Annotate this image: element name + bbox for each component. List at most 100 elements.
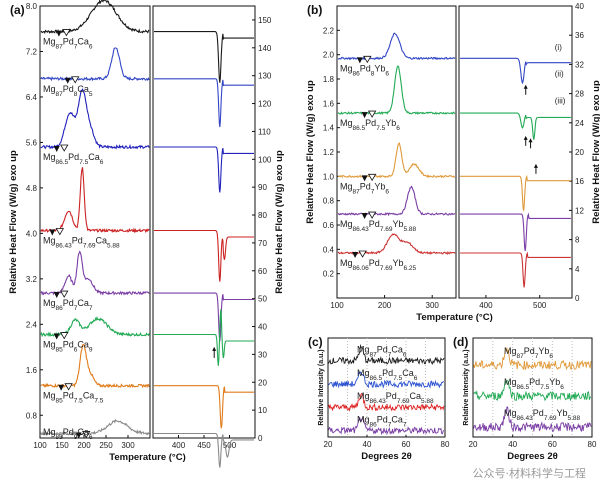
xrd-curve-Mg86Pd7Ca7 xyxy=(328,416,445,436)
tg-marker-icon xyxy=(58,384,65,391)
ytick-right-label: 100 xyxy=(258,155,272,164)
ytick-left-label: 4.0 xyxy=(26,229,38,238)
ytick-left-label: 2.2 xyxy=(323,26,335,35)
ytick-left-label: 1.8 xyxy=(323,75,335,84)
curve-right-Mg87Pd7Yb6 xyxy=(460,174,571,211)
ytick-right-label: 24 xyxy=(575,119,584,128)
panel-a-left-frame xyxy=(39,5,151,439)
tg-marker-icon xyxy=(356,57,363,64)
ytick-right-label: 110 xyxy=(258,127,271,136)
ytick-right-label: 0 xyxy=(258,434,263,443)
xtick-left-label: 300 xyxy=(426,301,440,310)
ytick-left-label: 8.0 xyxy=(26,2,38,11)
series-label-Mg86.43Pd7.69Ca5.88: Mg86.43Pd7.69Ca5.88 xyxy=(43,236,120,250)
xtick-left-label: 150 xyxy=(55,441,69,450)
tg-marker-icon xyxy=(55,30,62,37)
tx-marker-icon xyxy=(60,332,69,340)
ytick-right-label: 150 xyxy=(258,16,272,25)
y-axis-title-left-a: Relative Heat Flow (W/g) exo up xyxy=(8,150,19,294)
curve-right-Mg85Pd6Ca9 xyxy=(154,309,254,366)
panel-a: (a) 0.8 1.6 2.4 3.2 4.0 4.8 5.6 6.4 7.2 8.0 0 10 20 30… xyxy=(8,0,285,468)
tx-marker-icon xyxy=(62,29,71,37)
series-label-Mg86Pd8Yb6: Mg86Pd8Yb6 xyxy=(340,63,389,77)
ytick-left-label: 7.2 xyxy=(26,47,38,56)
xtick-label: 40 xyxy=(508,440,517,449)
xrd-label-Mg87Pd7Ca6: Mg87Pd7Ca6 xyxy=(357,345,407,359)
xtick-left-label: 200 xyxy=(77,441,91,450)
xrd-curve-Mg86.43Pd7.69Yb5.88 xyxy=(473,406,592,433)
curve-left-Mg86.43Pd7.69Ca5.88 xyxy=(40,167,150,234)
curve-left-Mg87Pd7Yb6 xyxy=(337,142,456,179)
ytick-left-label: 5.6 xyxy=(26,138,38,147)
xrd-label-Mg86.43Pd7.69Ca5.88: Mg86.43Pd7.69Ca5.88 xyxy=(357,391,434,405)
curve-right-Mg86.43Pd7.69Yb5.88 xyxy=(460,212,571,251)
curve-right-Mg87Pd8Ca5 xyxy=(154,78,254,128)
curve-left-Mg85Pd6Ca9 xyxy=(40,315,150,338)
ytick-left-label: 0.8 xyxy=(26,411,38,420)
panel-c: (c) 20 40 60 80 Degrees 2θ Relative Intensity … xyxy=(308,335,450,462)
panel-b: (b) 0.2 0.4 0.6 0.8 1.0 1.2 1.4 1.6 1.8 2.0 2.2 0 4 8 1… xyxy=(305,2,600,323)
xtick-left-label: 100 xyxy=(330,301,344,310)
panel-a-right-frame xyxy=(152,5,256,439)
series-label-Mg86.06Pd7.69Yb6.25: Mg86.06Pd7.69Yb6.25 xyxy=(340,258,417,272)
ytick-right-label: 80 xyxy=(258,211,267,220)
xtick-label: 20 xyxy=(469,440,478,449)
ytick-right-label: 120 xyxy=(258,100,272,109)
curve-right-Mg85Pd7.5Ca7.5 xyxy=(154,385,254,429)
curve-right-Mg85Pd9Ca6 xyxy=(154,432,254,468)
up-arrow-head-icon xyxy=(528,138,533,143)
xrd-label-Mg86Pd7Ca7: Mg86Pd7Ca7 xyxy=(357,414,407,428)
xtick-left-label: 250 xyxy=(99,441,113,450)
panel-d: (d) 20 40 60 80 Degrees 2θ Relative Intensity … xyxy=(453,335,597,462)
curve-left-Mg86.5Pd7.5Ca6 xyxy=(40,88,150,150)
xtick-label: 60 xyxy=(402,440,411,449)
panel-label-a: (a) xyxy=(10,3,25,17)
ytick-right-label: 8 xyxy=(575,236,580,245)
series-label-Mg85Pd9Ca6: Mg85Pd9Ca6 xyxy=(43,427,93,441)
y-axis-title-c: Relative Intensity (a.u.) xyxy=(318,349,325,425)
ytick-left-label: 6.4 xyxy=(26,93,38,102)
up-arrow-head-icon xyxy=(523,84,528,89)
curve-right-Mg86.06Pd7.69Yb6.25 xyxy=(460,251,571,288)
tg-marker-icon xyxy=(64,77,71,84)
up-arrow-head-icon xyxy=(533,163,538,168)
curve-left-Mg86.5Pd7.5Yb6 xyxy=(337,65,456,116)
ytick-right-label: 90 xyxy=(258,183,267,192)
ytick-left-label: 0.4 xyxy=(323,245,335,254)
tx-marker-icon xyxy=(55,228,65,236)
ytick-right-label: 10 xyxy=(258,406,267,415)
xtick-label: 80 xyxy=(441,440,450,449)
panel-label-d: (d) xyxy=(453,335,468,349)
xtick-label: 40 xyxy=(363,440,372,449)
curve-right-Mg86.43Pd7.69Ca5.88 xyxy=(154,229,254,282)
ytick-right-label: 20 xyxy=(575,148,584,157)
curve-left-Mg86Pd8Yb6 xyxy=(338,32,456,61)
curve-right-Mg87Pd7Ca6 xyxy=(154,31,254,83)
tx-marker-icon xyxy=(71,76,80,84)
xtick-label: 20 xyxy=(324,440,333,449)
xtick-right-label: 450 xyxy=(197,441,211,450)
watermark-text: 公众号·材料科学与工程 xyxy=(472,467,587,480)
curve-left-Mg86Pd7Ca7 xyxy=(40,250,150,296)
curve-left-Mg85Pd9Ca6 xyxy=(40,418,150,437)
y-axis-title-d: Relative Intensity (a.u.) xyxy=(463,349,470,425)
ytick-right-label: 32 xyxy=(575,60,584,69)
series-label-Mg85Pd7.5Ca7.5: Mg85Pd7.5Ca7.5 xyxy=(43,391,104,405)
xrd-curve-Mg86.43Pd7.69Ca5.88 xyxy=(328,392,445,412)
annotation-2: (ii) xyxy=(555,70,564,79)
xrd-label-Mg86.43Pd7.69Yb5.88: Mg86.43Pd7.69Yb5.88 xyxy=(504,408,581,422)
series-label-Mg87Pd7Yb6: Mg87Pd7Yb6 xyxy=(340,181,389,195)
ytick-right-label: 70 xyxy=(258,239,267,248)
ytick-left-label: 1.6 xyxy=(323,99,335,108)
x-axis-title-c: Degrees 2θ xyxy=(361,451,412,462)
annotation-3: (iii) xyxy=(555,96,566,105)
ytick-right-label: 12 xyxy=(575,206,584,215)
tx-marker-icon xyxy=(367,211,377,219)
series-label-Mg85Pd6Ca9: Mg85Pd6Ca9 xyxy=(43,340,93,354)
panel-label-b: (b) xyxy=(307,3,322,17)
tg-marker-icon xyxy=(49,229,56,236)
xrd-label-Mg86.5Pd7.5Ca6: Mg86.5Pd7.5Ca6 xyxy=(357,368,418,382)
xtick-right-label: 400 xyxy=(479,301,493,310)
tg-marker-icon xyxy=(53,333,60,340)
